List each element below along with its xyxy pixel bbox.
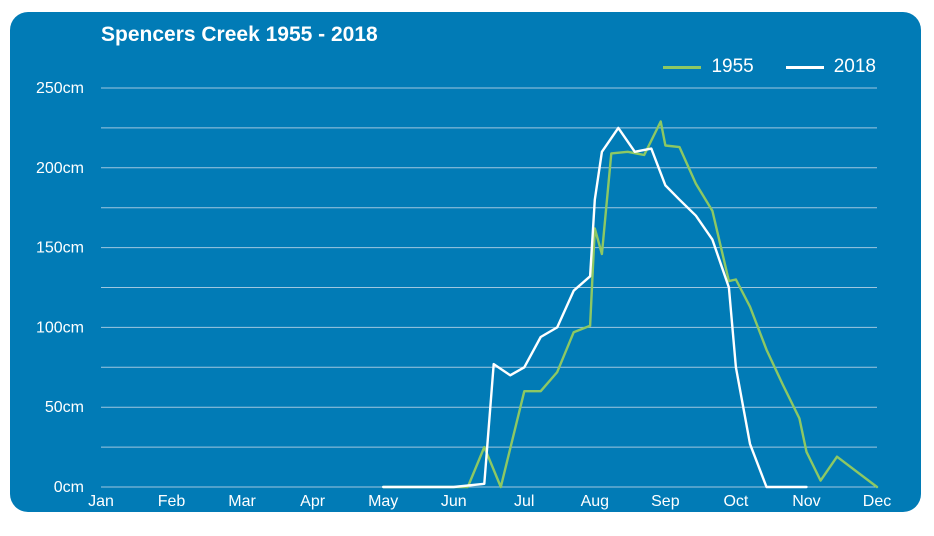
y-tick-label: 100cm [36,319,84,336]
series-line-1955 [382,120,879,489]
series-layer [382,120,879,489]
x-tick-label: Sep [651,493,680,510]
x-tick-label: Dec [863,493,891,510]
x-tick-label: Apr [300,493,326,510]
x-tick-label: Jun [441,493,467,510]
chart-legend: 1955 2018 [631,56,876,78]
legend-swatch-1955 [663,65,702,69]
grid-layer [101,87,877,488]
chart-card: 0cm 50cm 100cm 150cm 200cm 250cm Jan Feb Mar Apr… [10,12,921,512]
x-tick-label: Nov [792,493,820,510]
y-tick-label: 200cm [36,160,84,177]
chart-title: Spencers Creek 1955 - 2018 [101,23,378,46]
legend-label-1955: 1955 [711,56,754,77]
x-tick-label: May [368,493,398,510]
legend-swatch-2018 [785,65,824,69]
y-axis-ticks: 0cm 50cm 100cm 150cm 200cm 250cm [36,80,84,496]
y-tick-label: 0cm [54,479,84,496]
x-tick-label: Mar [228,493,256,510]
legend-item-1955: 1955 [663,56,754,78]
series-line-2018 [382,126,808,489]
x-tick-label: Jan [88,493,114,510]
line-chart: 0cm 50cm 100cm 150cm 200cm 250cm Jan Feb Mar Apr… [10,12,921,512]
x-tick-label: Aug [581,493,609,510]
x-tick-label: Feb [158,493,186,510]
y-tick-label: 150cm [36,240,84,257]
legend-item-2018: 2018 [785,56,876,78]
x-axis-ticks: Jan Feb Mar Apr May Jun Jul Aug Sep Oct Nov Dec [88,493,891,510]
x-tick-label: Jul [514,493,534,510]
chart-background [10,12,921,512]
y-tick-label: 250cm [36,80,84,97]
y-tick-label: 50cm [45,399,84,416]
legend-label-2018: 2018 [833,56,876,77]
x-tick-label: Oct [723,493,748,510]
